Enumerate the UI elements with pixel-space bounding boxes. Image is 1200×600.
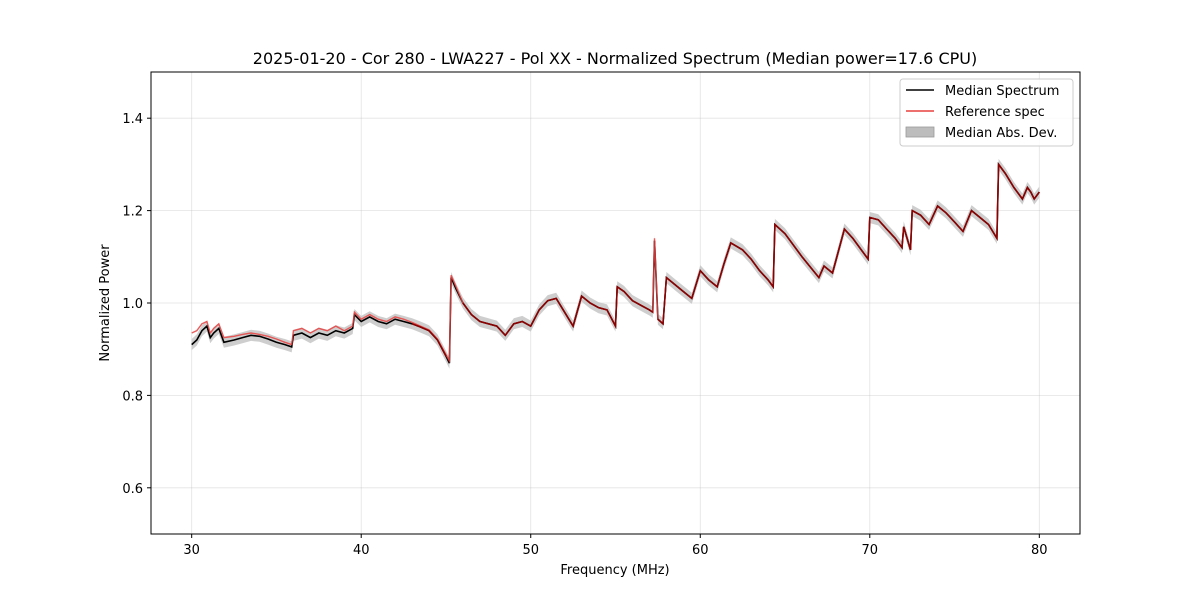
x-tick-label: 80 [1031, 543, 1048, 558]
x-axis-label: Frequency (MHz) [560, 563, 669, 578]
legend: Median Spectrum Reference spec Median Ab… [899, 78, 1074, 147]
tick-layer: 30 40 50 60 70 80 0.6 0.8 1.0 1.2 1.4 [122, 112, 1047, 558]
plot-area [191, 158, 1040, 369]
legend-mad-swatch [905, 126, 935, 138]
mad-band [191, 158, 1040, 369]
y-tick-label: 0.8 [122, 389, 143, 404]
x-tick-label: 60 [692, 543, 709, 558]
legend-reference-label: Reference spec [945, 105, 1045, 120]
x-tick-label: 50 [522, 543, 539, 558]
chart-title: 2025-01-20 - Cor 280 - LWA227 - Pol XX -… [253, 49, 977, 68]
x-tick-label: 40 [353, 543, 370, 558]
y-tick-label: 1.0 [122, 297, 143, 312]
x-tick-label: 70 [862, 543, 879, 558]
x-tick-label: 30 [183, 543, 200, 558]
y-tick-label: 0.6 [122, 482, 143, 497]
y-tick-label: 1.4 [122, 112, 143, 127]
legend-mad-label: Median Abs. Dev. [945, 126, 1057, 141]
overlap-line [411, 162, 1040, 357]
legend-box [899, 78, 1074, 147]
legend-median-label: Median Spectrum [945, 84, 1059, 99]
y-tick-label: 1.2 [122, 205, 143, 220]
y-axis-label: Normalized Power [98, 244, 113, 362]
